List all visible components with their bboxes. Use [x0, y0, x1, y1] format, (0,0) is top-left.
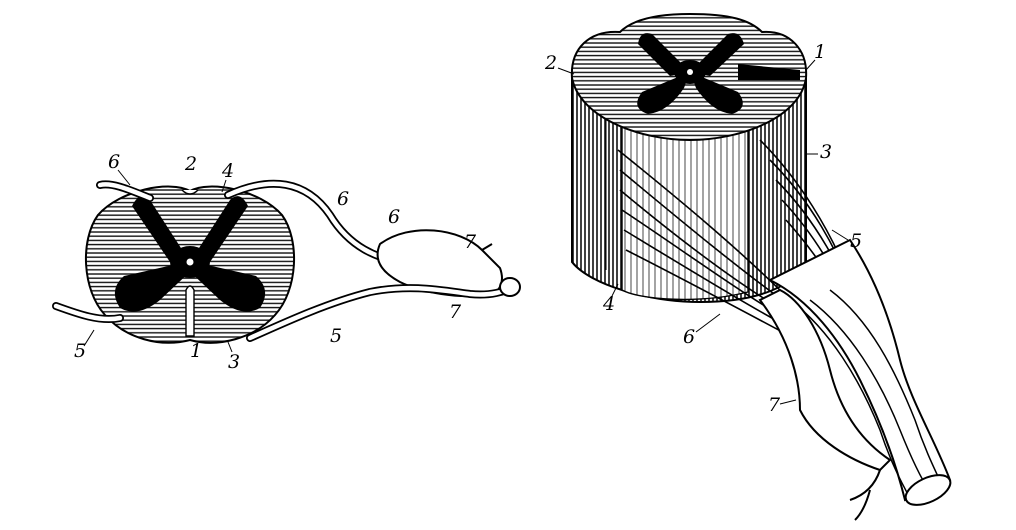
nerve-cut-end — [904, 474, 952, 506]
label: 6 — [337, 188, 349, 210]
label: 4 — [221, 160, 234, 182]
label: 7 — [449, 301, 462, 323]
top-grey-matter — [637, 33, 744, 114]
cross-section-figure — [52, 179, 521, 344]
label: 1 — [814, 41, 826, 63]
label: 1 — [190, 340, 202, 362]
central-canal — [186, 258, 194, 266]
left-figure-labels: 6 2 4 6 6 7 7 5 1 3 5 — [74, 151, 477, 373]
right-figure-labels: 2 1 3 5 4 6 7 — [544, 41, 862, 416]
label: 5 — [850, 230, 862, 252]
label: 6 — [108, 151, 120, 173]
label: 4 — [602, 293, 615, 315]
label: 6 — [683, 326, 695, 348]
label: 5 — [74, 340, 86, 362]
label: 3 — [228, 351, 240, 373]
segment-3d-figure — [570, 12, 952, 521]
label: 2 — [544, 52, 557, 74]
label: 3 — [820, 141, 832, 163]
label: 7 — [768, 394, 781, 416]
label: 6 — [388, 206, 400, 228]
label: 7 — [464, 231, 477, 253]
label: 5 — [330, 325, 342, 347]
label: 2 — [184, 153, 197, 175]
